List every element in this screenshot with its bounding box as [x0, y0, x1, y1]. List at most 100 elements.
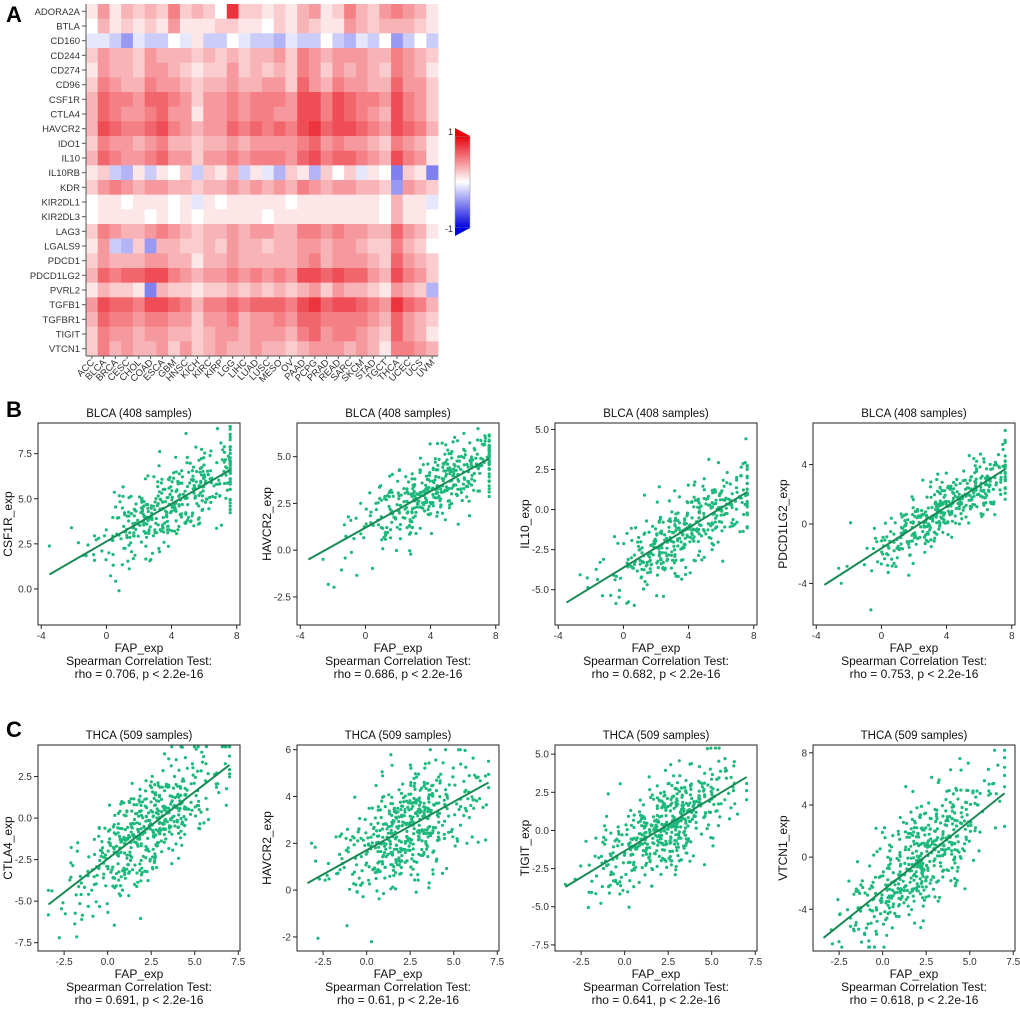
y-tick-label: -4 — [798, 905, 807, 916]
heatmap-cell — [144, 341, 157, 357]
heatmap-cell — [320, 297, 333, 313]
scatter-point — [129, 541, 133, 545]
scatter-point — [361, 895, 365, 899]
scatter-point — [936, 899, 940, 903]
scatter-point — [677, 527, 681, 532]
heatmap-cell — [144, 18, 157, 34]
heatmap-cell — [156, 106, 169, 122]
scatter-point — [434, 492, 438, 496]
scatter-point — [111, 552, 115, 557]
scatter-point — [380, 827, 385, 831]
scatter-point — [742, 512, 746, 517]
scatter-point — [145, 870, 149, 874]
scatter-point — [487, 462, 491, 466]
scatter-point — [665, 820, 669, 825]
scatter-point — [156, 480, 160, 484]
scatter-point — [148, 784, 152, 788]
scatter-point — [228, 463, 232, 467]
heatmap-cell — [262, 326, 275, 342]
scatter-plot-c-3: THCA (509 samples)-2.5 0.0 2.5 5.0 7.5-7.5-5… — [518, 730, 763, 1007]
scatter-point — [928, 859, 932, 864]
scatter-point — [437, 801, 441, 805]
scatter-point — [144, 845, 148, 849]
scatter-point — [172, 820, 176, 824]
scatter-point — [97, 536, 101, 540]
scatter-point — [943, 851, 947, 855]
heatmap-cell — [332, 224, 345, 240]
scatter-point — [401, 516, 405, 520]
scatter-point — [400, 854, 404, 858]
scatter-point — [150, 551, 155, 555]
y-axis-label: HAVCR2_exp — [260, 487, 274, 561]
scatter-point — [681, 533, 685, 537]
heatmap-cell — [215, 341, 228, 357]
scatter-point — [674, 529, 678, 533]
heatmap-cell — [402, 48, 415, 64]
heatmap-cell — [297, 341, 310, 357]
heatmap-cell — [262, 106, 275, 122]
heatmap-cell — [426, 341, 439, 357]
scatter-point — [170, 480, 174, 484]
scatter-point — [706, 783, 710, 787]
scatter-point — [663, 768, 668, 773]
scatter-point — [952, 480, 956, 485]
scatter-point — [424, 498, 429, 502]
scatter-point — [151, 855, 155, 859]
heatmap-row-label: LAG3 — [56, 227, 80, 238]
scatter-point — [338, 868, 342, 872]
scatter-point — [953, 884, 957, 888]
scatter-point — [598, 560, 602, 564]
scatter-point — [587, 890, 591, 894]
regression-line — [564, 776, 748, 888]
scatter-point — [618, 576, 623, 580]
y-tick-label: 8 — [801, 748, 807, 759]
x-tick-label: 7.5 — [231, 957, 245, 968]
scatter-point — [372, 825, 376, 830]
heatmap-cell — [285, 312, 298, 328]
scatter-point — [640, 575, 644, 579]
scatter-point — [228, 772, 232, 776]
scatter-point — [707, 457, 711, 461]
scatter-point — [947, 789, 951, 793]
heatmap-cell — [262, 238, 275, 254]
scatter-point — [695, 527, 699, 531]
scatter-point — [409, 552, 413, 556]
scatter-point — [92, 553, 96, 557]
scatter-point — [422, 801, 426, 805]
scatter-point — [98, 858, 102, 863]
scatter-point — [363, 843, 367, 848]
scatter-point — [695, 799, 699, 804]
heatmap-cell — [97, 18, 110, 34]
scatter-point — [944, 471, 948, 475]
scatter-point — [692, 495, 696, 499]
scatter-point — [725, 481, 729, 485]
scatter-point — [984, 467, 989, 471]
scatter-point — [652, 797, 656, 801]
scatter-point — [344, 534, 348, 538]
scatter-point — [673, 838, 677, 843]
scatter-point — [449, 830, 453, 834]
scatter-point — [963, 487, 968, 491]
scatter-point — [364, 852, 368, 856]
scatter-point — [412, 832, 416, 836]
panel-label-a: A — [6, 2, 22, 27]
scatter-point — [947, 500, 951, 504]
scatter-point — [697, 789, 701, 793]
scatter-point — [745, 464, 749, 469]
heatmap-cell — [203, 341, 216, 357]
scatter-point — [447, 783, 451, 787]
scatter-point — [411, 804, 415, 808]
x-tick-label: 0.0 — [618, 957, 632, 968]
scatter-point — [397, 819, 401, 824]
heatmap-cell — [168, 121, 181, 137]
scatter-point — [346, 515, 350, 519]
heatmap-cell — [250, 341, 263, 357]
x-tick-label: 5.0 — [705, 957, 719, 968]
scatter-point — [196, 769, 200, 773]
heatmap-cell — [285, 282, 298, 298]
scatter-point — [642, 825, 647, 829]
scatter-point — [648, 852, 652, 856]
scatter-point — [186, 518, 190, 522]
scatter-point — [935, 817, 939, 821]
scatter-point — [923, 844, 927, 848]
